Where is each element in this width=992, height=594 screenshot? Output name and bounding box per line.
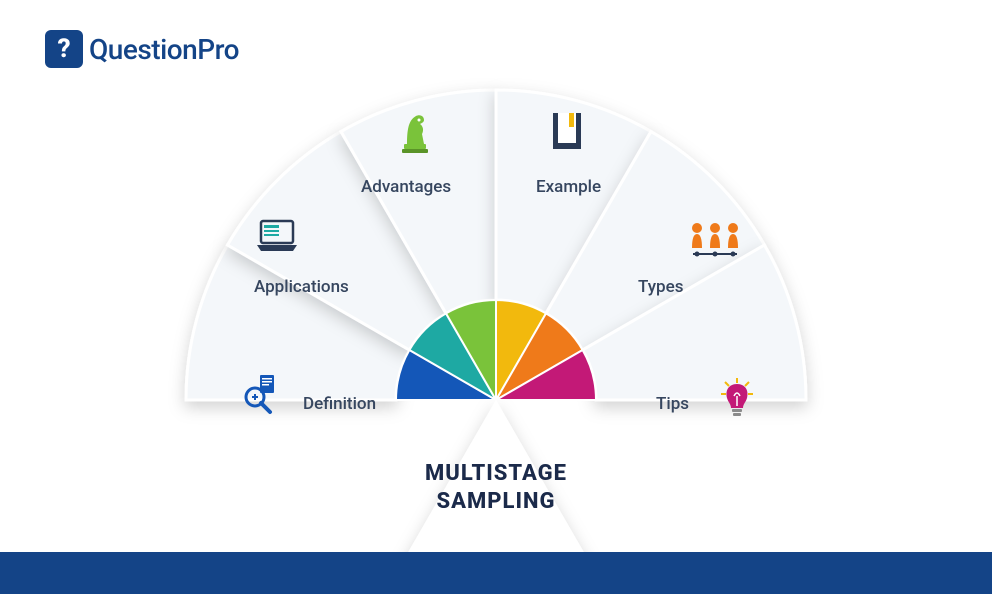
lightbulb-icon: [716, 378, 758, 420]
label-tips: Tips: [656, 394, 689, 414]
logo-mark: ?: [45, 30, 83, 68]
label-definition: Definition: [303, 394, 376, 414]
label-example: Example: [536, 177, 601, 197]
label-applications: Applications: [254, 277, 349, 297]
center-title-line2: SAMPLING: [425, 488, 567, 516]
label-types: Types: [638, 277, 683, 297]
bottom-bar: [0, 552, 992, 594]
magnify-doc-icon: [240, 373, 282, 415]
logo-text: QuestionPro: [89, 33, 239, 66]
laptop-icon: [256, 215, 298, 257]
center-title-line1: MULTISTAGE: [425, 460, 567, 488]
canvas: ? QuestionPro Definition Applications Ad…: [0, 0, 992, 594]
brand-logo: ? QuestionPro: [45, 30, 239, 68]
book-icon: [546, 110, 588, 152]
label-advantages: Advantages: [361, 177, 451, 197]
people-icon: [694, 220, 736, 262]
chess-knight-icon: [394, 110, 436, 152]
center-title: MULTISTAGE SAMPLING: [425, 460, 567, 515]
fan-diagram: Definition Applications Advantages: [136, 70, 856, 590]
